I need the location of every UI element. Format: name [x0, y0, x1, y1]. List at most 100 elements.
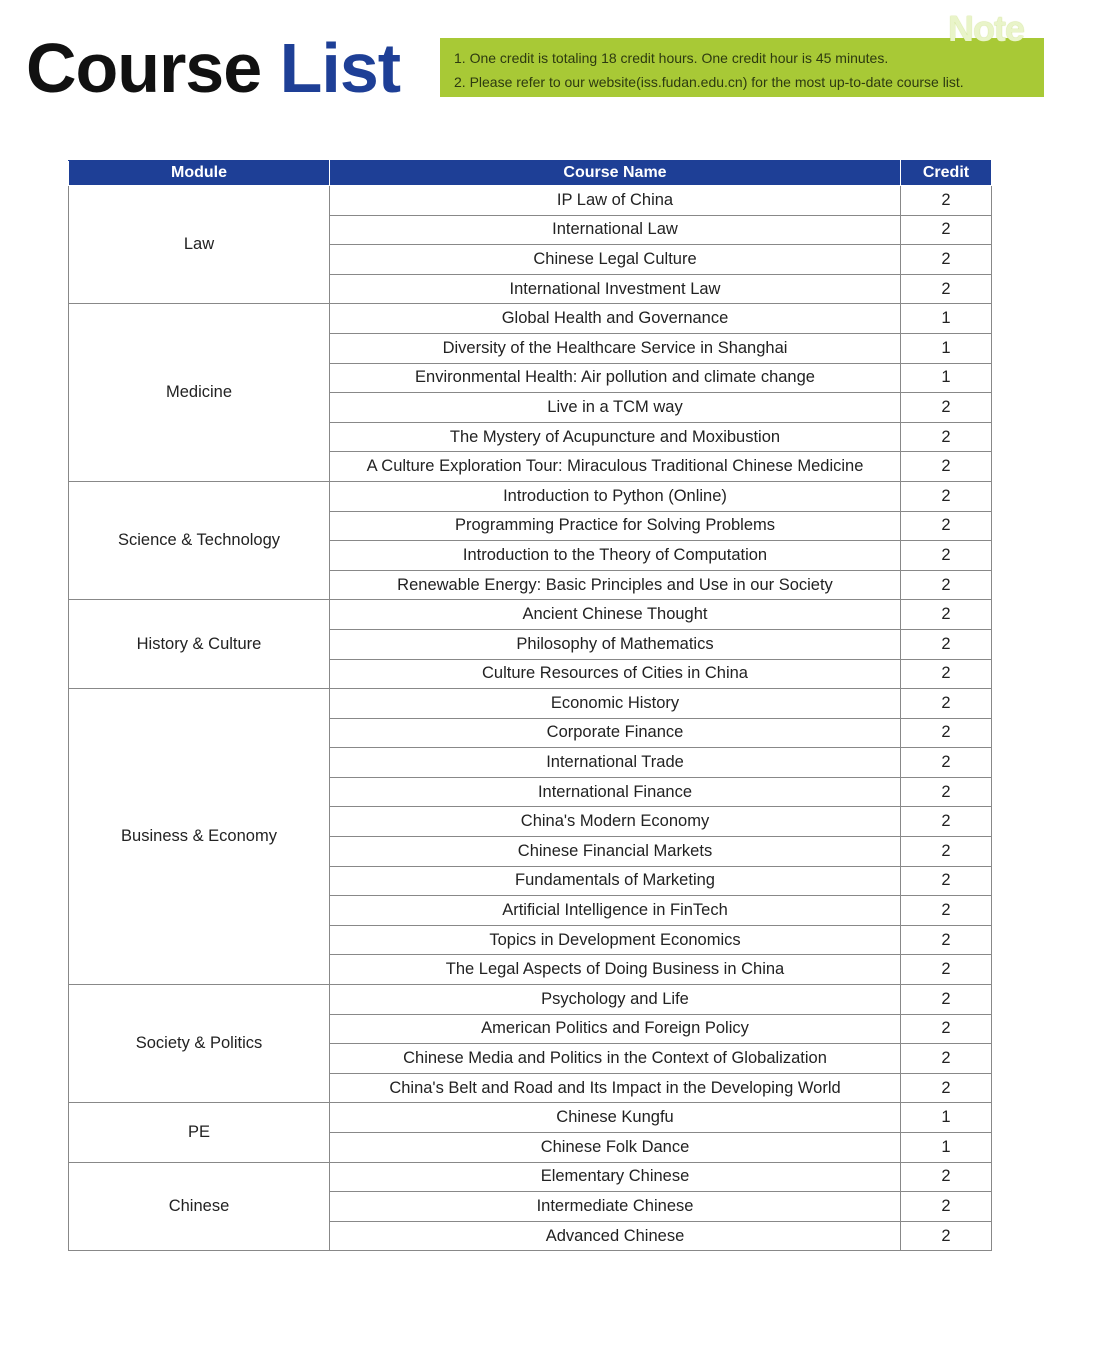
- course-name-cell: Advanced Chinese: [329, 1220, 901, 1252]
- table-row: PE Chinese Kungfu 1: [68, 1102, 992, 1163]
- credit-cell: 2: [900, 954, 992, 986]
- credit-cell: 1: [900, 332, 992, 364]
- module-cell: History & Culture: [68, 599, 330, 690]
- credit-cell: 2: [900, 1072, 992, 1104]
- module-cell: Law: [68, 184, 330, 305]
- credit-cell: 2: [900, 924, 992, 956]
- course-name-cell: Economic History: [329, 688, 901, 719]
- table-row: Advanced Chinese 2: [69, 1220, 992, 1252]
- table-row: Fundamentals of Marketing 2: [69, 865, 992, 897]
- credit-cell: 1: [900, 1132, 992, 1163]
- course-name-cell: International Finance: [329, 776, 901, 808]
- module-cell: Business & Economy: [68, 688, 330, 986]
- course-name-cell: Elementary Chinese: [329, 1161, 901, 1193]
- table-row: Chinese Media and Politics in the Contex…: [69, 1043, 992, 1074]
- table-row: International Trade 2: [69, 747, 992, 778]
- credit-cell: 1: [900, 362, 992, 394]
- credit-cell: 2: [900, 717, 992, 749]
- table-row: Artificial Intelligence in FinTech 2: [69, 895, 992, 926]
- credit-cell: 1: [900, 303, 992, 334]
- table-row: Culture Resources of Cities in China 2: [69, 658, 992, 690]
- course-name-cell: A Culture Exploration Tour: Miraculous T…: [329, 451, 901, 482]
- credit-cell: 2: [900, 836, 992, 867]
- credit-cell: 2: [900, 392, 992, 423]
- credit-cell: 2: [900, 1043, 992, 1074]
- course-name-cell: Environmental Health: Air pollution and …: [329, 362, 901, 394]
- credit-cell: 2: [900, 984, 992, 1015]
- module-cell: Science & Technology: [68, 480, 330, 601]
- course-name-cell: Culture Resources of Cities in China: [329, 658, 901, 690]
- credit-cell: 2: [900, 747, 992, 778]
- credit-cell: 2: [900, 244, 992, 275]
- course-name-cell: The Mystery of Acupuncture and Moxibusti…: [329, 421, 901, 453]
- course-name-cell: Ancient Chinese Thought: [329, 599, 901, 630]
- note-box: 1. One credit is totaling 18 credit hour…: [440, 38, 1044, 97]
- note-tag: Note: [948, 8, 1025, 49]
- module-cell: Chinese: [68, 1161, 330, 1252]
- header-module: Module: [68, 160, 330, 186]
- credit-cell: 2: [900, 865, 992, 897]
- course-name-cell: Philosophy of Mathematics: [329, 628, 901, 660]
- course-name-cell: Chinese Kungfu: [329, 1102, 901, 1133]
- course-name-cell: Corporate Finance: [329, 717, 901, 749]
- note-line: 1. One credit is totaling 18 credit hour…: [454, 50, 889, 66]
- page-title: Course List: [26, 29, 401, 107]
- table-row: Business & Economy Economic History 2: [68, 688, 992, 986]
- course-name-cell: Chinese Folk Dance: [329, 1132, 901, 1163]
- credit-cell: 2: [900, 451, 992, 482]
- credit-cell: 2: [900, 421, 992, 453]
- credit-cell: 2: [900, 540, 992, 571]
- note-line: 2. Please refer to our website(iss.fudan…: [454, 74, 964, 90]
- course-name-cell: Topics in Development Economics: [329, 924, 901, 956]
- table-row: Society & Politics Psychology and Life 2: [68, 984, 992, 1104]
- module-cell: Medicine: [68, 303, 330, 482]
- course-name-cell: IP Law of China: [329, 185, 901, 216]
- course-table: Module Course Name Credit Law IP Law of C…: [68, 160, 992, 1252]
- credit-cell: 1: [900, 1102, 992, 1133]
- table-row: International Investment Law 2: [69, 273, 992, 305]
- course-name-cell: Psychology and Life: [329, 984, 901, 1015]
- credit-cell: 2: [900, 1161, 992, 1193]
- course-name-cell: China's Modern Economy: [329, 806, 901, 838]
- course-name-cell: Chinese Financial Markets: [329, 836, 901, 867]
- table-header-row: Module Course Name Credit: [68, 160, 992, 186]
- credit-cell: 2: [900, 1013, 992, 1045]
- course-name-cell: Global Health and Governance: [329, 303, 901, 334]
- course-name-cell: Diversity of the Healthcare Service in S…: [329, 332, 901, 364]
- credit-cell: 2: [900, 806, 992, 838]
- course-name-cell: Chinese Legal Culture: [329, 244, 901, 275]
- credit-cell: 2: [900, 214, 992, 246]
- course-name-cell: Intermediate Chinese: [329, 1191, 901, 1222]
- table-row: Chinese Elementary Chinese 2: [68, 1161, 992, 1252]
- credit-cell: 2: [900, 510, 992, 542]
- credit-cell: 2: [900, 1191, 992, 1222]
- credit-cell: 2: [900, 185, 992, 216]
- course-name-cell: Chinese Media and Politics in the Contex…: [329, 1043, 901, 1074]
- table-row: Science & Technology Introduction to Pyth…: [68, 480, 992, 601]
- credit-cell: 2: [900, 480, 992, 512]
- table-row: Law IP Law of China 2: [68, 184, 992, 305]
- course-name-cell: Fundamentals of Marketing: [329, 865, 901, 897]
- course-name-cell: Introduction to Python (Online): [329, 480, 901, 512]
- course-name-cell: Introduction to the Theory of Computatio…: [329, 540, 901, 571]
- credit-cell: 2: [900, 1220, 992, 1252]
- course-name-cell: International Trade: [329, 747, 901, 778]
- table-row: International Finance 2: [69, 776, 992, 808]
- credit-cell: 2: [900, 273, 992, 305]
- header-course-name: Course Name: [329, 160, 901, 186]
- course-name-cell: China's Belt and Road and Its Impact in …: [329, 1072, 901, 1104]
- table-row: Philosophy of Mathematics 2: [69, 628, 992, 660]
- course-name-cell: Live in a TCM way: [329, 392, 901, 423]
- table-row: A Culture Exploration Tour: Miraculous T…: [69, 451, 992, 482]
- credit-cell: 2: [900, 895, 992, 926]
- course-name-cell: Programming Practice for Solving Problem…: [329, 510, 901, 542]
- course-name-cell: American Politics and Foreign Policy: [329, 1013, 901, 1045]
- table-row: Chinese Legal Culture 2: [69, 244, 992, 275]
- table-row: Medicine Global Health and Governance 1: [68, 303, 992, 482]
- credit-cell: 2: [900, 628, 992, 660]
- credit-cell: 2: [900, 776, 992, 808]
- table-row: Chinese Financial Markets 2: [69, 836, 992, 867]
- course-name-cell: International Investment Law: [329, 273, 901, 305]
- course-name-cell: Artificial Intelligence in FinTech: [329, 895, 901, 926]
- credit-cell: 2: [900, 688, 992, 719]
